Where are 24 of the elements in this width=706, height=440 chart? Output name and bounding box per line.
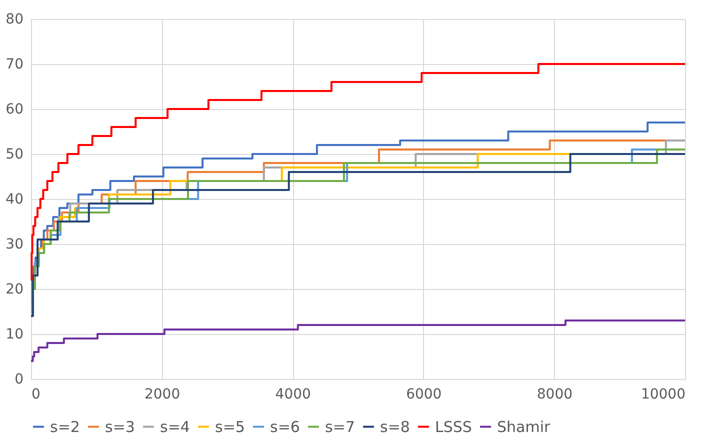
legend-label: Shamir (497, 418, 551, 436)
x-tick-label: 8000 (536, 386, 573, 402)
x-tick-label: 0 (32, 386, 40, 402)
x-tick-label: 10000 (640, 386, 686, 402)
legend-label: s=6 (270, 418, 300, 436)
legend-label: s=3 (105, 418, 135, 436)
legend-label: s=2 (50, 418, 80, 436)
legend-label: LSSS (435, 418, 472, 436)
y-tick-label: 80 (6, 12, 24, 28)
y-tick-label: 40 (6, 192, 24, 208)
legend-label: s=4 (160, 418, 190, 436)
legend-label: s=7 (325, 418, 355, 436)
y-tick-label: 70 (6, 56, 24, 72)
y-tick-label: 60 (6, 102, 24, 118)
x-tick-label: 4000 (275, 386, 311, 402)
legend-label: s=5 (215, 418, 245, 436)
y-tick-label: 50 (6, 146, 24, 162)
y-tick-label: 20 (6, 282, 24, 298)
legend-label: s=8 (380, 418, 410, 436)
x-tick-label: 2000 (144, 386, 180, 402)
y-tick-label: 30 (6, 236, 24, 252)
x-tick-label: 6000 (406, 386, 442, 402)
y-tick-label: 0 (14, 372, 24, 388)
y-tick-label: 10 (6, 326, 24, 342)
